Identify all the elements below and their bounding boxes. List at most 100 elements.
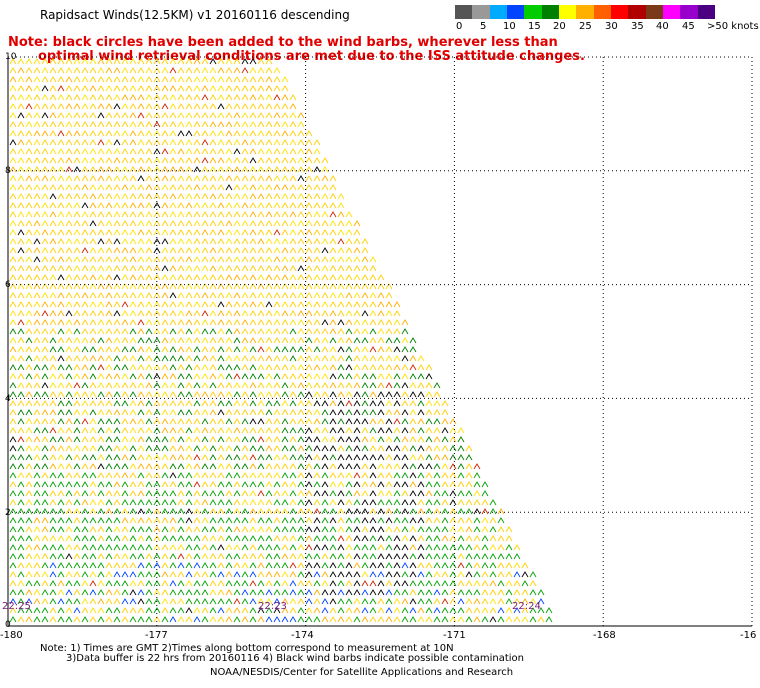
wind-barb (41, 94, 49, 101)
wind-barb (145, 301, 153, 308)
wind-barb (433, 391, 441, 398)
wind-barb (113, 499, 121, 506)
wind-barb (409, 400, 417, 407)
wind-barb (281, 544, 289, 551)
wind-barb (385, 382, 393, 389)
wind-barb (81, 310, 89, 317)
wind-barb (369, 256, 377, 263)
wind-barb (313, 544, 321, 551)
wind-barb (185, 544, 193, 551)
wind-barb (305, 274, 313, 281)
wind-barb (473, 499, 481, 506)
wind-barb (73, 103, 81, 110)
wind-barb (185, 265, 193, 272)
wind-barb (49, 94, 57, 101)
wind-barb (217, 328, 225, 335)
wind-barb (233, 580, 241, 587)
wind-barb (185, 310, 193, 317)
wind-barb (313, 364, 321, 371)
wind-barb (281, 166, 289, 173)
wind-barb (89, 580, 97, 587)
wind-barb (41, 454, 49, 461)
wind-barb (273, 589, 281, 596)
wind-barb (281, 607, 289, 614)
wind-barb (17, 247, 25, 254)
wind-barb (409, 472, 417, 479)
wind-barb (89, 571, 97, 578)
wind-barb (145, 328, 153, 335)
wind-barb (249, 193, 257, 200)
wind-barb (273, 463, 281, 470)
legend-swatch (489, 5, 507, 19)
wind-barb (305, 535, 313, 542)
wind-barb (57, 283, 65, 290)
wind-barb (241, 472, 249, 479)
wind-barb (153, 463, 161, 470)
wind-barb (201, 148, 209, 155)
wind-barb (393, 364, 401, 371)
wind-barb (313, 247, 321, 254)
wind-barb (521, 607, 529, 614)
wind-barb (177, 193, 185, 200)
wind-barb (257, 409, 265, 416)
wind-barb (217, 472, 225, 479)
wind-barb (425, 580, 433, 587)
wind-barb (177, 472, 185, 479)
wind-barb (25, 607, 33, 614)
wind-barb (185, 517, 193, 524)
wind-barb (81, 472, 89, 479)
wind-barb (121, 445, 129, 452)
wind-barb (281, 481, 289, 488)
wind-barb (313, 238, 321, 245)
wind-barb (377, 346, 385, 353)
wind-barb (337, 283, 345, 290)
wind-barb (337, 571, 345, 578)
wind-barb (17, 319, 25, 326)
wind-barb (409, 490, 417, 497)
wind-barb (369, 508, 377, 515)
wind-barb (257, 517, 265, 524)
wind-barb (457, 598, 465, 605)
wind-barb (449, 553, 457, 560)
wind-barb (193, 364, 201, 371)
wind-barb (209, 346, 217, 353)
wind-barb (17, 562, 25, 569)
wind-barb (129, 616, 137, 623)
wind-barb (113, 292, 121, 299)
wind-barb (489, 517, 497, 524)
wind-barb (209, 382, 217, 389)
wind-barb (25, 256, 33, 263)
wind-barb (113, 319, 121, 326)
wind-barb (169, 103, 177, 110)
wind-barb (281, 499, 289, 506)
wind-barb (185, 598, 193, 605)
wind-barb (273, 319, 281, 326)
wind-barb (33, 553, 41, 560)
wind-barb (297, 274, 305, 281)
wind-barb (545, 607, 553, 614)
wind-barb (65, 571, 73, 578)
wind-barb (185, 337, 193, 344)
legend-swatch (680, 5, 698, 19)
wind-barb (385, 454, 393, 461)
wind-barb (249, 472, 257, 479)
wind-barb (33, 274, 41, 281)
wind-barb (9, 418, 17, 425)
wind-barb (193, 220, 201, 227)
wind-barb (305, 562, 313, 569)
wind-barb (73, 400, 81, 407)
wind-barb (57, 265, 65, 272)
wind-barb (393, 571, 401, 578)
wind-barb (241, 157, 249, 164)
wind-barb (233, 157, 241, 164)
wind-barb (169, 265, 177, 272)
x-tick-label: -174 (291, 630, 314, 641)
wind-barb (305, 364, 313, 371)
wind-barb (137, 400, 145, 407)
wind-barb (385, 391, 393, 398)
wind-barb (305, 544, 313, 551)
wind-barb (81, 409, 89, 416)
wind-barb (185, 616, 193, 623)
wind-barb (153, 562, 161, 569)
wind-barb (289, 616, 297, 623)
